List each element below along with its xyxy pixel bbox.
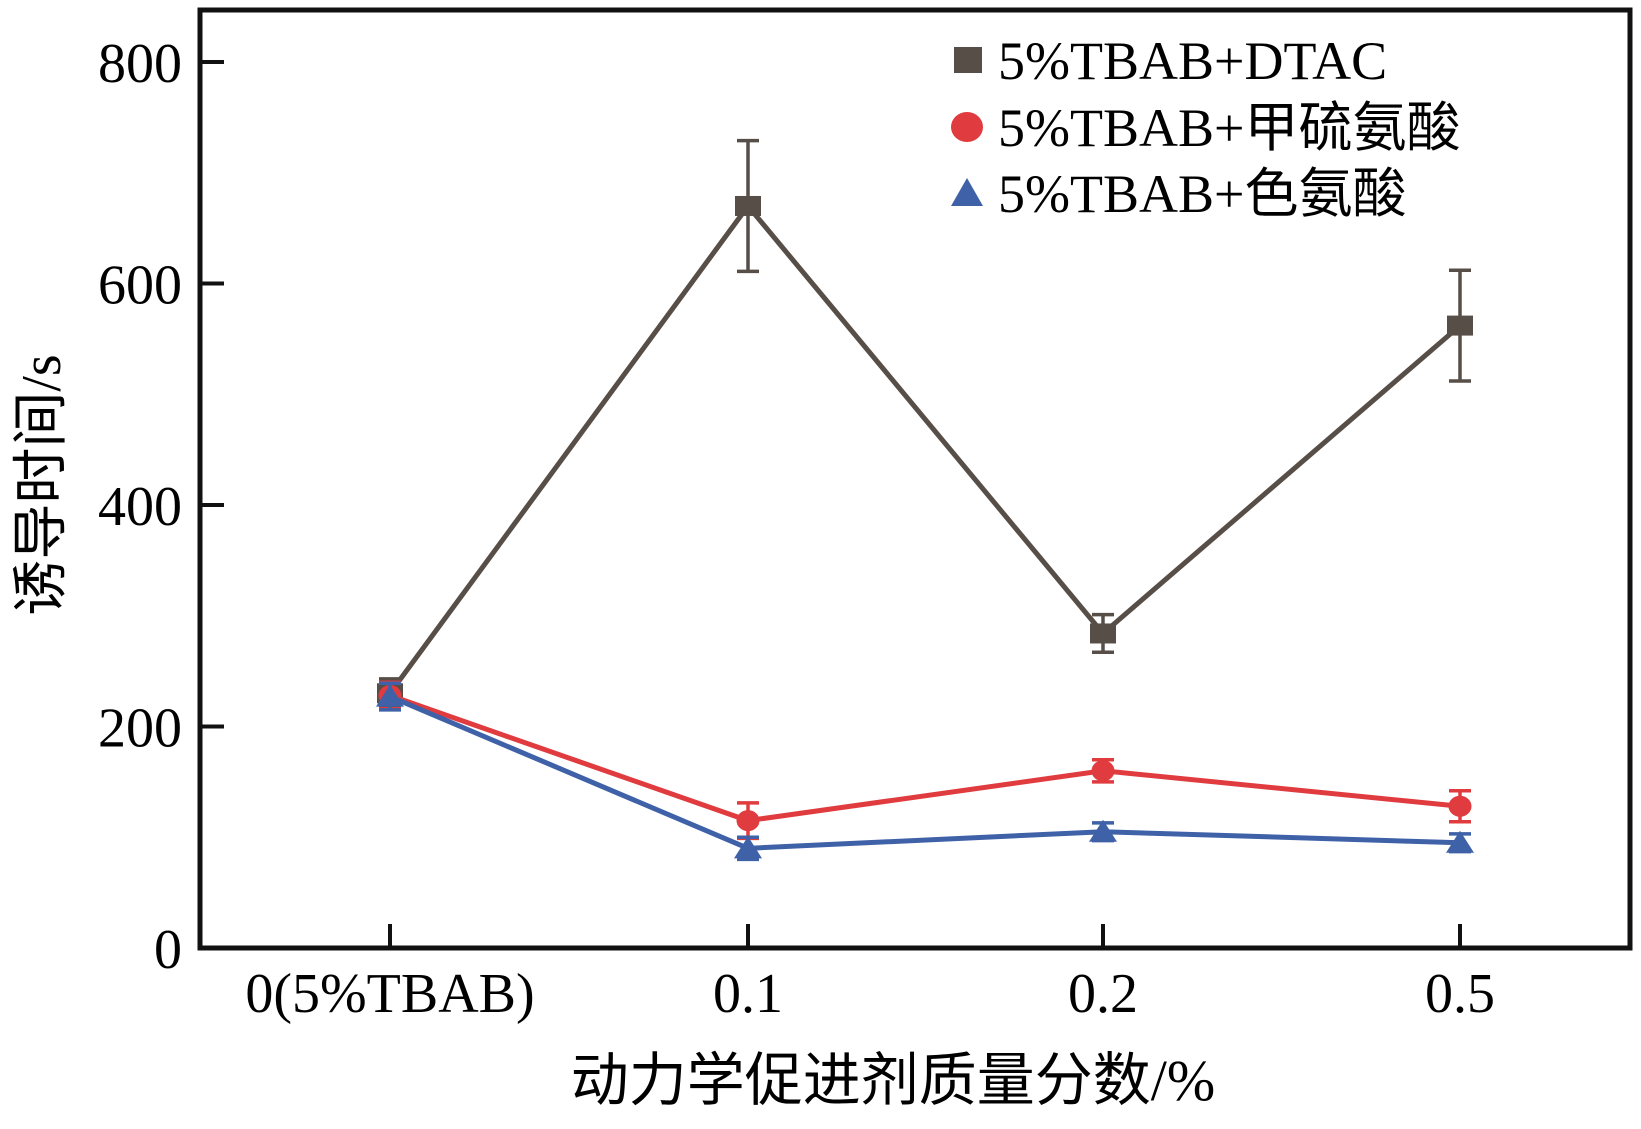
y-tick-label: 800 (98, 33, 182, 95)
y-axis-title: 诱导时间/s (11, 354, 73, 615)
legend-triangle-marker-icon (951, 178, 983, 206)
y-tick-label: 200 (98, 698, 182, 760)
legend-square-marker-icon (954, 47, 982, 73)
marker-square (735, 195, 761, 216)
legend-item-tryptophan: 5%TBAB+色氨酸 (951, 164, 1406, 224)
x-axis-title: 动力学促进剂质量分数/% (571, 1048, 1215, 1113)
series-line-1 (389, 693, 1461, 824)
legend: 5%TBAB+DTAC 5%TBAB+甲硫氨酸 5%TBAB+色氨酸 (951, 31, 1460, 224)
axes-layer: 0 200 400 600 800 0(5%TBAB) 0.1 0.2 0.5 (98, 33, 1495, 1025)
x-tick-label: 0(5%TBAB) (245, 963, 534, 1025)
marker-triangle (734, 836, 762, 859)
legend-item-methionine: 5%TBAB+甲硫氨酸 (951, 98, 1460, 158)
series-line-2 (389, 694, 1461, 851)
marker-circle (1091, 760, 1115, 782)
marker-square (1447, 315, 1473, 336)
series-line-0 (387, 201, 1462, 695)
legend-item-dtac: 5%TBAB+DTAC (954, 31, 1387, 91)
y-tick-label: 400 (98, 476, 182, 538)
marker-triangle (1446, 830, 1474, 853)
x-tick-label: 0.1 (713, 963, 783, 1025)
y-tick-label: 600 (98, 255, 182, 317)
legend-circle-marker-icon (951, 112, 983, 142)
marker-square (1090, 623, 1116, 644)
marker-circle (736, 810, 760, 832)
x-tick-label: 0.5 (1425, 963, 1495, 1025)
legend-label-methionine: 5%TBAB+甲硫氨酸 (998, 98, 1460, 158)
legend-label-tryptophan: 5%TBAB+色氨酸 (998, 164, 1406, 224)
marker-triangle (1089, 819, 1117, 842)
x-tick-label: 0.2 (1068, 963, 1138, 1025)
series-layer (376, 138, 1474, 862)
marker-circle (1448, 795, 1472, 817)
legend-label-dtac: 5%TBAB+DTAC (998, 31, 1387, 91)
y-tick-label: 0 (154, 919, 182, 981)
marker-triangle (376, 684, 404, 707)
plot-border (197, 7, 1633, 951)
